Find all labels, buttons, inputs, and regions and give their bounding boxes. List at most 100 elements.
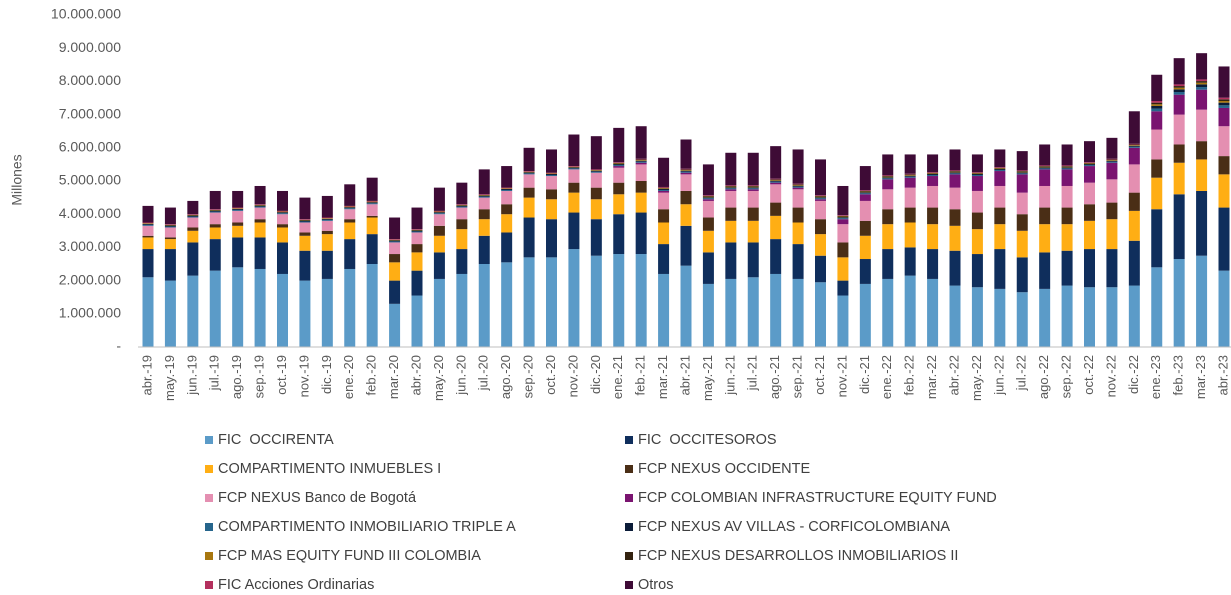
bar-segment bbox=[1061, 250, 1073, 286]
bar-segment bbox=[859, 191, 871, 193]
bar-segment bbox=[456, 205, 468, 207]
y-tick-label: 3.000.000 bbox=[59, 238, 121, 254]
bar-segment bbox=[501, 190, 513, 205]
x-tick-label: mar.-21 bbox=[655, 355, 670, 399]
x-tick-label: dic.-19 bbox=[319, 355, 334, 394]
bar-segment bbox=[1084, 165, 1095, 167]
legend-swatch bbox=[205, 581, 213, 589]
legend-label: FIC OCCIRENTA bbox=[218, 432, 334, 448]
bar-segment bbox=[1151, 267, 1163, 347]
bar-segment bbox=[680, 170, 692, 171]
bar-segment bbox=[1016, 171, 1028, 173]
bar-segment bbox=[1106, 287, 1118, 347]
bar-segment bbox=[1218, 102, 1230, 106]
x-tick-label: ago.-20 bbox=[498, 355, 513, 399]
bar-segment bbox=[792, 222, 804, 245]
bar-segment bbox=[411, 229, 423, 230]
bar-segment bbox=[164, 249, 176, 281]
bar-segment bbox=[725, 189, 737, 191]
x-tick-label: ago.-21 bbox=[767, 355, 782, 399]
legend-label: FCP NEXUS Banco de Bogotá bbox=[218, 490, 417, 506]
bar-segment bbox=[299, 219, 311, 220]
bar-segment bbox=[254, 204, 266, 206]
bar-segment bbox=[1218, 156, 1230, 175]
bar-segment bbox=[904, 247, 916, 276]
bar-segment bbox=[1128, 210, 1140, 241]
bar-segment bbox=[389, 239, 401, 241]
bar-segment bbox=[164, 239, 176, 250]
bar-segment bbox=[680, 170, 692, 172]
bar-segment bbox=[613, 182, 625, 195]
bar-segment bbox=[1173, 58, 1185, 85]
bar-segment bbox=[1016, 170, 1028, 172]
bar-segment bbox=[658, 188, 670, 189]
bar-segment bbox=[792, 189, 804, 208]
bar-segment bbox=[747, 207, 759, 221]
bar-segment bbox=[1196, 81, 1208, 83]
bar-segment bbox=[344, 209, 356, 220]
bar-segment bbox=[411, 244, 423, 253]
bar-segment bbox=[277, 213, 288, 215]
bar-segment bbox=[1173, 86, 1185, 88]
bar-segment bbox=[1151, 108, 1163, 112]
legend-swatch bbox=[625, 581, 633, 589]
bar-segment bbox=[1151, 129, 1163, 160]
bar-segment bbox=[702, 252, 714, 284]
bar-segment bbox=[837, 257, 849, 281]
bar-segment bbox=[321, 230, 333, 235]
bar-segment bbox=[209, 239, 221, 271]
x-tick-label: oct.-19 bbox=[274, 355, 289, 395]
bar-segment bbox=[209, 209, 221, 210]
bar-segment bbox=[971, 172, 983, 173]
bar-segment bbox=[994, 169, 1006, 171]
bar-segment bbox=[1218, 126, 1230, 157]
bar-segment bbox=[142, 277, 154, 347]
bar-segment bbox=[1218, 105, 1230, 108]
bar-segment bbox=[501, 189, 513, 191]
bar-segment bbox=[904, 175, 916, 176]
bar-segment bbox=[613, 163, 625, 165]
y-tick-label: 4.000.000 bbox=[59, 205, 121, 221]
x-tick-label: oct.-20 bbox=[543, 355, 558, 395]
x-tick-label: abr.-20 bbox=[408, 355, 423, 395]
bar-segment bbox=[1016, 192, 1028, 215]
legend-label: COMPARTIMENTO INMUEBLES I bbox=[218, 461, 441, 477]
x-tick-label: ene.-22 bbox=[879, 355, 894, 399]
bar-segment bbox=[815, 196, 826, 198]
bar-segment bbox=[1084, 204, 1095, 221]
bar-segment bbox=[994, 224, 1006, 250]
bar-segment bbox=[456, 273, 468, 347]
bar-segment bbox=[411, 270, 423, 296]
bar-segment bbox=[232, 208, 244, 209]
bar-segment bbox=[209, 209, 221, 211]
bar-segment bbox=[590, 171, 602, 173]
bar-segment bbox=[949, 171, 961, 173]
bar-segment bbox=[1128, 111, 1140, 144]
bar-segment bbox=[1218, 66, 1230, 98]
bar-segment bbox=[433, 213, 445, 215]
bar-segment bbox=[478, 235, 490, 264]
bar-segment bbox=[1218, 270, 1230, 347]
bar-segment bbox=[702, 195, 714, 197]
bar-segment bbox=[164, 207, 176, 225]
bar-segment bbox=[1128, 144, 1140, 146]
bar-segment bbox=[142, 223, 154, 225]
bar-segment bbox=[927, 249, 939, 279]
bar-segment bbox=[971, 254, 983, 288]
bar-segment bbox=[232, 210, 244, 223]
bar-segment bbox=[1196, 84, 1208, 88]
bar-segment bbox=[366, 200, 378, 202]
bar-segment bbox=[971, 176, 983, 191]
bar-segment bbox=[1016, 174, 1028, 193]
legend-swatch bbox=[625, 436, 633, 444]
bar-segment bbox=[702, 195, 714, 196]
x-tick-label: abr.-19 bbox=[139, 355, 154, 395]
bar-segment bbox=[680, 190, 692, 205]
bar-segment bbox=[1173, 89, 1185, 93]
x-tick-label: jul.-22 bbox=[1014, 355, 1029, 391]
bar-segment bbox=[344, 219, 356, 223]
bar-segment bbox=[680, 169, 692, 171]
bar-segment bbox=[994, 207, 1006, 225]
bar-segment bbox=[164, 227, 176, 238]
bar-segment bbox=[725, 185, 737, 187]
